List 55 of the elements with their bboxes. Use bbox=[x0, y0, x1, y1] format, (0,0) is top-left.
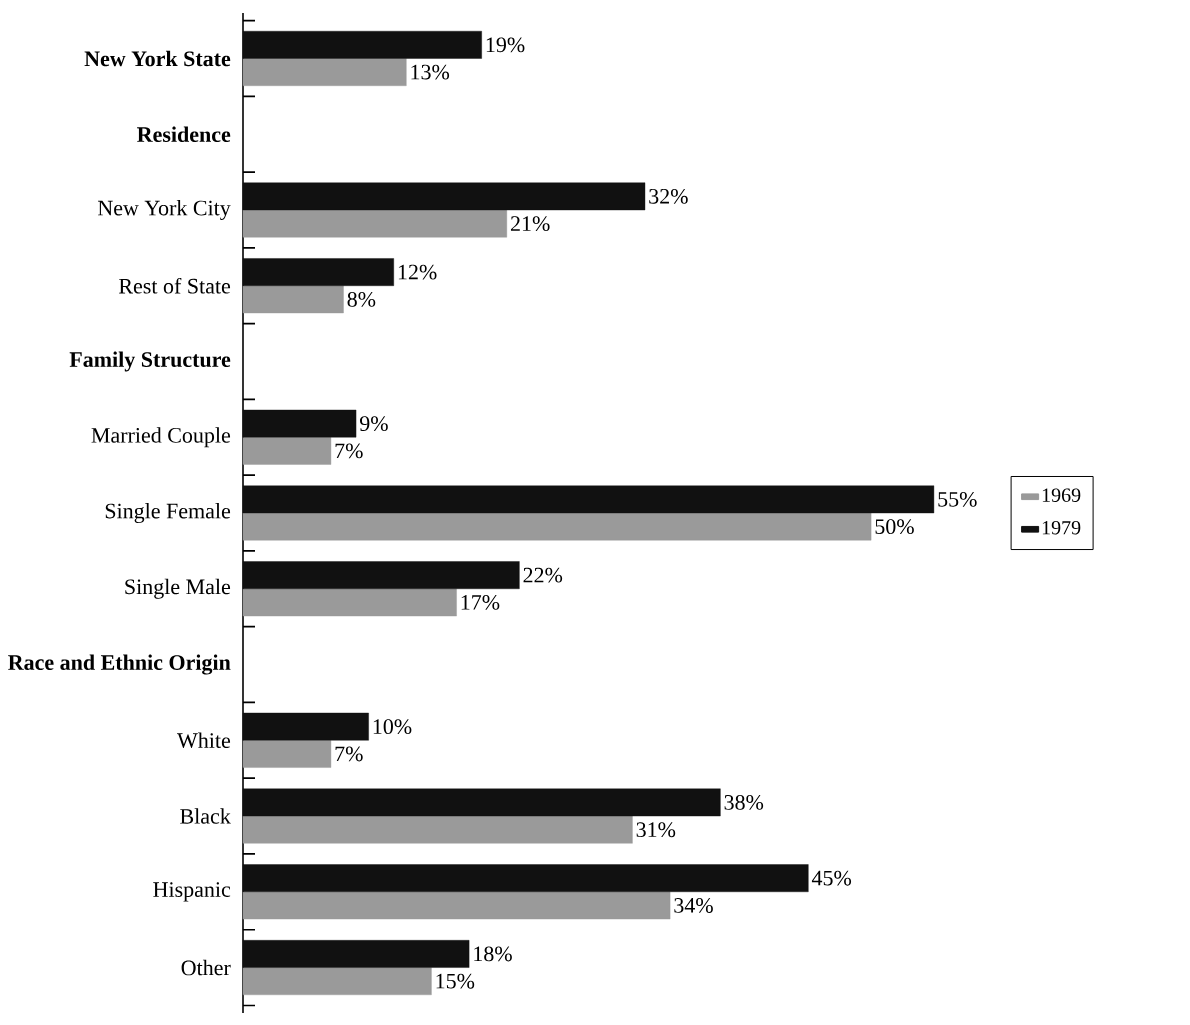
y-tick-label: Single Female bbox=[105, 503, 231, 524]
y-tick-label: Married Couple bbox=[91, 427, 231, 448]
data-label: 55% bbox=[938, 491, 977, 507]
data-label: 12% bbox=[398, 264, 437, 280]
bar bbox=[242, 209, 507, 238]
data-label: 34% bbox=[674, 897, 713, 913]
data-label: 8% bbox=[347, 291, 376, 307]
bar bbox=[242, 409, 357, 438]
data-label: 21% bbox=[510, 216, 550, 232]
bar bbox=[242, 485, 935, 514]
bar bbox=[242, 58, 407, 86]
bar bbox=[242, 940, 470, 968]
y-tick-label: Single Male bbox=[125, 578, 231, 599]
bar bbox=[242, 285, 344, 314]
bar bbox=[242, 437, 332, 465]
y-tick-label: White bbox=[177, 732, 231, 749]
data-label: 32% bbox=[649, 188, 688, 204]
legend-label: 1979 bbox=[1042, 521, 1081, 535]
data-label: 38% bbox=[724, 794, 764, 810]
y-tick-label: Residence bbox=[137, 126, 231, 142]
bar bbox=[242, 31, 482, 59]
y-tick-label: New York City bbox=[97, 199, 231, 220]
y-tick-label: Other bbox=[181, 959, 231, 976]
data-label: 15% bbox=[436, 973, 475, 989]
data-label: 45% bbox=[811, 870, 852, 886]
y-tick-label: Family Structure bbox=[69, 351, 231, 372]
data-label: 7% bbox=[335, 746, 363, 762]
bar bbox=[242, 182, 646, 211]
data-label: 50% bbox=[875, 519, 914, 535]
y-tick-label: Race and Ethnic Origin bbox=[8, 654, 231, 675]
bar bbox=[242, 712, 369, 741]
bar bbox=[242, 740, 332, 768]
bar bbox=[242, 561, 520, 589]
bar bbox=[242, 891, 671, 920]
data-label: 17% bbox=[461, 594, 500, 610]
bar bbox=[242, 967, 432, 996]
data-label: 18% bbox=[474, 946, 512, 962]
bar bbox=[242, 788, 721, 817]
bar bbox=[242, 864, 809, 892]
bar bbox=[242, 258, 394, 286]
y-tick-label: Hispanic bbox=[153, 882, 231, 902]
bar bbox=[242, 512, 872, 541]
data-label: 31% bbox=[636, 822, 676, 838]
legend-label: 1969 bbox=[1042, 488, 1081, 502]
data-label: 9% bbox=[359, 416, 388, 432]
data-label: 19% bbox=[486, 37, 525, 53]
data-label: 10% bbox=[373, 719, 412, 735]
bar bbox=[242, 588, 457, 617]
y-tick-label: Rest of State bbox=[119, 277, 231, 294]
data-label: 13% bbox=[411, 64, 450, 80]
data-label: 7% bbox=[335, 443, 363, 459]
y-tick-label: Black bbox=[180, 808, 231, 824]
data-label: 22% bbox=[523, 567, 563, 583]
y-tick-label: New York State bbox=[84, 50, 231, 67]
bar bbox=[242, 815, 633, 844]
